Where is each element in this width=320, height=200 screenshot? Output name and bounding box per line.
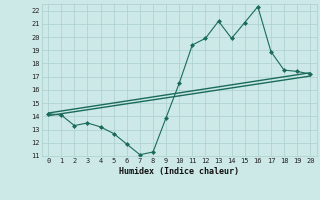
X-axis label: Humidex (Indice chaleur): Humidex (Indice chaleur) [119,167,239,176]
